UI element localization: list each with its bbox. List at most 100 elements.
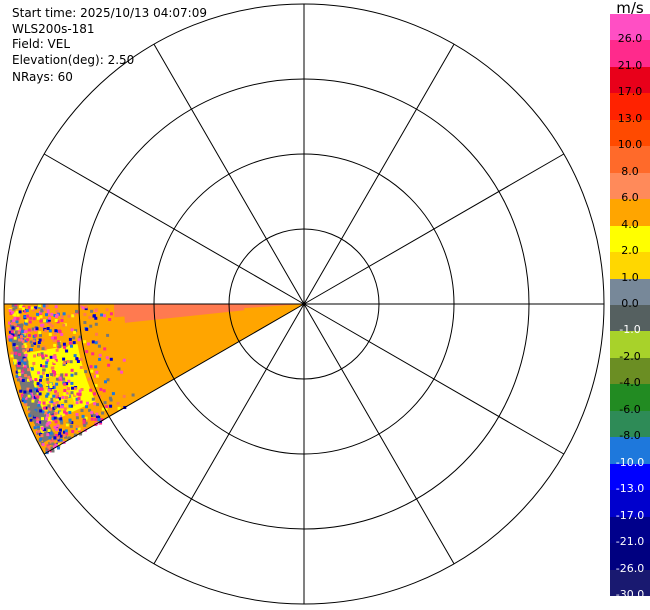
sector-noise-gate bbox=[62, 434, 66, 437]
sector-noise-gate bbox=[49, 440, 53, 444]
sector-noise-gate bbox=[96, 340, 100, 343]
sector-noise-gate bbox=[36, 389, 39, 393]
sector-noise-gate bbox=[73, 330, 77, 334]
sector-noise-gate bbox=[48, 333, 52, 336]
sector-noise-gate bbox=[109, 357, 113, 361]
sector-noise-gate bbox=[62, 361, 66, 365]
sector-noise-gate bbox=[18, 338, 22, 342]
sector-noise-gate bbox=[22, 349, 26, 353]
azimuth-spoke bbox=[303, 153, 565, 305]
sector-noise-gate bbox=[28, 414, 32, 418]
sector-noise-gate bbox=[13, 323, 17, 327]
sector-noise-gate bbox=[122, 394, 126, 398]
sector-noise-gate bbox=[71, 314, 75, 318]
sector-noise-gate bbox=[59, 434, 63, 438]
sector-noise-gate bbox=[54, 390, 58, 394]
sector-noise-gate bbox=[67, 379, 71, 383]
sector-noise-gate bbox=[11, 326, 15, 330]
sector-noise-gate bbox=[29, 363, 33, 367]
sector-noise-gate bbox=[54, 405, 58, 409]
sector-noise-gate bbox=[36, 423, 40, 427]
colorbar-tick-label: 17.0 bbox=[617, 85, 643, 99]
sector-noise-gate bbox=[45, 351, 49, 355]
sector-noise-gate bbox=[109, 404, 113, 408]
azimuth-spoke bbox=[303, 303, 565, 455]
sector-noise-gate bbox=[103, 347, 107, 351]
colorbar-segment bbox=[610, 66, 650, 94]
sector-noise-gate bbox=[9, 334, 13, 338]
sector-noise-gate bbox=[16, 317, 20, 321]
sector-noise-gate bbox=[71, 430, 75, 433]
sector-noise-gate bbox=[45, 304, 49, 308]
sector-noise-gate bbox=[13, 313, 17, 317]
sector-noise-gate bbox=[28, 320, 32, 324]
sector-noise-gate bbox=[103, 401, 107, 405]
sector-noise-gate bbox=[21, 373, 25, 377]
colorbar-segment bbox=[610, 357, 650, 385]
sector-noise-gate bbox=[40, 364, 44, 368]
sector-noise-gate bbox=[68, 411, 72, 414]
sector-noise-gate bbox=[20, 330, 24, 334]
colorbar-segment bbox=[610, 490, 650, 518]
sector-noise-gate bbox=[97, 418, 101, 421]
sector-noise-gate bbox=[84, 416, 88, 420]
sector-noise-gate bbox=[17, 378, 20, 382]
sector-noise-gate bbox=[47, 429, 51, 433]
sector-noise-gate bbox=[84, 370, 88, 374]
sector-noise-gate bbox=[10, 319, 14, 323]
sector-noise-gate bbox=[48, 322, 52, 326]
sector-noise-gate bbox=[82, 419, 86, 423]
sector-noise-gate bbox=[24, 321, 28, 325]
sector-noise-gate bbox=[13, 361, 17, 365]
sector-noise-gate bbox=[23, 400, 27, 404]
sector-noise-gate bbox=[10, 330, 14, 334]
sector-noise-gate bbox=[34, 378, 38, 382]
sector-noise-gate bbox=[30, 367, 34, 371]
sector-noise-gate bbox=[45, 394, 49, 398]
sector-noise-gate bbox=[88, 408, 92, 412]
sector-noise-gate bbox=[105, 356, 109, 360]
sector-noise-gate bbox=[26, 387, 30, 391]
sector-noise-gate bbox=[50, 397, 54, 401]
sector-noise-gate bbox=[47, 400, 51, 404]
sector-noise-gate bbox=[68, 418, 72, 422]
sector-noise-gate bbox=[7, 335, 11, 339]
sector-noise-gate bbox=[51, 432, 55, 436]
sector-noise-gate bbox=[94, 316, 98, 320]
sector-noise-gate bbox=[78, 389, 82, 393]
sector-noise-gate bbox=[62, 363, 66, 366]
sector-noise-gate bbox=[94, 322, 98, 326]
sector-noise-gate bbox=[69, 424, 73, 428]
sector-noise-gate bbox=[36, 382, 40, 386]
sector-noise-gate bbox=[53, 343, 57, 347]
colorbar-tick-label: 2.0 bbox=[621, 244, 639, 258]
sector-noise-gate bbox=[73, 354, 77, 358]
sector-noise-gate bbox=[49, 370, 53, 374]
colorbar-tick-label: 6.0 bbox=[621, 191, 639, 205]
colorbar-segment bbox=[610, 93, 650, 121]
sector-noise-gate bbox=[59, 411, 63, 415]
sector-noise-gate bbox=[33, 402, 37, 406]
sector-noise-gate bbox=[54, 420, 58, 424]
sector-noise-gate bbox=[53, 360, 57, 364]
sector-noise-gate bbox=[53, 436, 57, 440]
sector-noise-gate bbox=[39, 375, 43, 379]
sector-noise-gate bbox=[63, 407, 67, 411]
sector-noise-gate bbox=[24, 374, 28, 378]
sector-noise-gate bbox=[60, 421, 64, 425]
sector-noise-gate bbox=[75, 401, 79, 405]
sector-noise-gate bbox=[77, 427, 81, 431]
sector-noise-gate bbox=[50, 404, 54, 408]
sector-noise-gate bbox=[30, 348, 33, 352]
sector-noise-gate bbox=[86, 401, 89, 405]
colorbar-segment bbox=[610, 305, 650, 332]
sector-noise-gate bbox=[18, 310, 22, 314]
sector-noise-gate bbox=[41, 347, 45, 351]
sector-noise-gate bbox=[48, 316, 52, 320]
sector-noise-gate bbox=[64, 429, 68, 433]
sector-noise-gate bbox=[27, 368, 31, 372]
sector-noise-gate bbox=[62, 312, 66, 316]
sector-noise-gate bbox=[40, 352, 44, 356]
colorbar-segment bbox=[610, 225, 650, 253]
